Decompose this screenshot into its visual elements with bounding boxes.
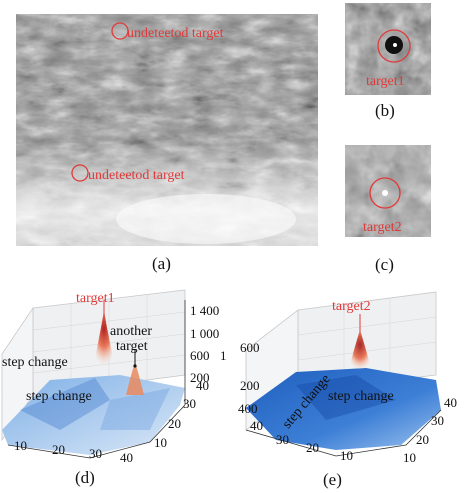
panel-b-image: target1 (345, 3, 431, 95)
caption-c: (c) (375, 255, 394, 274)
x-tick: 10 (14, 438, 27, 453)
panel-c-svg: target2 (345, 145, 431, 237)
y-tick: 40 (444, 395, 457, 410)
caption-e: (e) (323, 470, 342, 489)
y-tick: 40 (196, 378, 209, 393)
target2-peak-label: target2 (332, 299, 371, 314)
target1-peak-label: target1 (76, 291, 115, 306)
x-tick: 10 (340, 448, 353, 463)
x-tick: 20 (306, 440, 319, 455)
x-tick: 30 (276, 432, 289, 447)
x-tick: 30 (89, 446, 102, 461)
z-tick: 1 (220, 348, 227, 363)
step-change-label: step change (2, 355, 68, 370)
x-tick: 40 (120, 450, 133, 465)
panel-d-plot: target1 another target step change step … (0, 280, 232, 465)
y-tick: 20 (168, 416, 181, 431)
panel-a-svg: undeteetod target undeteetod target (16, 14, 318, 246)
step-change-label: step change (328, 389, 394, 404)
undetected-target-label: undeteetod target (127, 26, 224, 41)
target2-circle (369, 177, 401, 209)
undetected-target-circle (111, 22, 129, 40)
y-tick: 30 (183, 396, 196, 411)
z-tick: 200 (240, 378, 260, 393)
z-tick: 200 (190, 370, 210, 385)
undetected-target-label: undeteetod target (88, 168, 185, 183)
target1-circle (377, 29, 411, 63)
another-target-label-2: target (116, 339, 148, 354)
y-tick: 10 (403, 450, 416, 465)
panel-c-image: target2 (345, 145, 431, 237)
x-tick: 40 (250, 418, 263, 433)
y-tick: 20 (416, 432, 429, 447)
panel-e-plot: target2 step change step change 600 200 … (236, 280, 464, 470)
y-tick: 30 (431, 413, 444, 428)
y-tick: 10 (154, 435, 167, 450)
caption-d: (d) (75, 468, 95, 487)
caption-a: (a) (152, 254, 171, 273)
z-tick: 400 (238, 401, 258, 416)
z-tick: 1 000 (190, 326, 219, 341)
undetected-target-circle (71, 164, 89, 182)
panel-b-svg: target1 (345, 3, 431, 95)
another-target-label-1: another (110, 324, 152, 339)
z-tick: 1 400 (190, 303, 219, 318)
z-tick: 600 (240, 340, 260, 355)
panel-d-svg: target1 another target step change step … (1, 289, 227, 465)
z-tick: 600 (190, 348, 210, 363)
step-change-label: step change (26, 389, 92, 404)
target2-label: target2 (363, 220, 402, 235)
panel-a-image: undeteetod target undeteetod target (16, 14, 318, 246)
target1-label: target1 (366, 74, 405, 89)
panel-e-svg: target2 step change step change 600 200 … (238, 291, 457, 465)
caption-b: (b) (375, 101, 395, 120)
x-tick: 20 (52, 442, 65, 457)
